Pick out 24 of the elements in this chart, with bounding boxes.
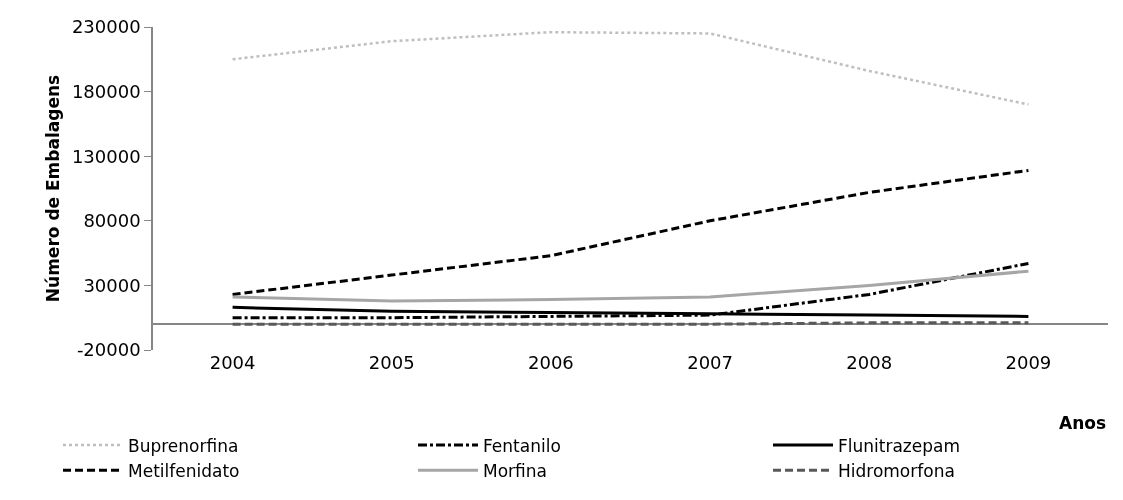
y-tick-label: 180000 bbox=[71, 80, 141, 102]
legend-label: Fentanilo bbox=[483, 435, 561, 456]
x-tick-label: 2005 bbox=[368, 352, 415, 373]
x-tick-label: 2007 bbox=[687, 352, 733, 373]
line-series bbox=[231, 269, 1030, 303]
y-axis-title: Número de Embalagens bbox=[42, 74, 63, 303]
y-tick-label: -20000 bbox=[76, 339, 141, 361]
legend-label: Hidromorfona bbox=[838, 460, 955, 481]
legend-label: Buprenorfina bbox=[128, 435, 239, 456]
y-tick-label: 80000 bbox=[83, 210, 141, 232]
y-tick-label: 30000 bbox=[83, 274, 141, 296]
y-tick-label: 230000 bbox=[71, 16, 141, 38]
x-axis-title: Anos bbox=[1059, 413, 1107, 433]
line-series bbox=[231, 30, 1030, 106]
x-tick-label: 2004 bbox=[209, 352, 256, 373]
y-tick-label: 130000 bbox=[71, 145, 141, 167]
legend-label: Metilfenidato bbox=[128, 460, 240, 481]
x-tick-label: 2009 bbox=[1005, 352, 1052, 373]
x-tick-label: 2008 bbox=[846, 352, 893, 373]
x-tick-label: 2006 bbox=[528, 352, 574, 373]
line-series bbox=[231, 261, 1030, 320]
legend-label: Flunitrazepam bbox=[838, 435, 960, 456]
line-series bbox=[231, 168, 1030, 296]
legend-label: Morfina bbox=[483, 460, 547, 481]
